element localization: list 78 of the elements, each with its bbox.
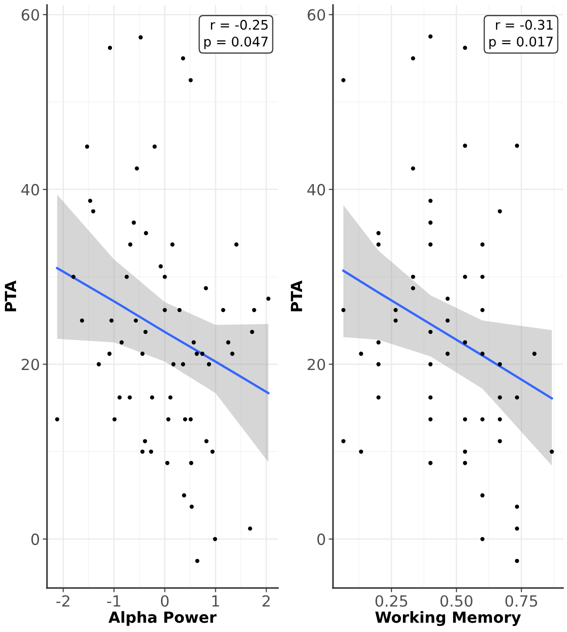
y-tick-label: 40 <box>307 184 326 196</box>
point <box>341 78 346 82</box>
point <box>428 362 433 366</box>
point <box>498 209 502 214</box>
point <box>480 493 485 498</box>
point <box>514 558 520 563</box>
point <box>394 318 398 323</box>
y-tick-label: 60 <box>22 9 40 21</box>
point <box>480 417 485 422</box>
x-tick-label: 0.25 <box>375 595 408 607</box>
y-tick-label: 20 <box>308 358 326 370</box>
point <box>446 296 450 301</box>
point <box>428 220 433 225</box>
x-tick-label: 0 <box>160 595 169 607</box>
x-tick-label: 0.75 <box>505 595 538 607</box>
y-tick-label: 40 <box>21 184 40 196</box>
point <box>514 504 520 509</box>
point <box>376 395 381 400</box>
point <box>394 308 398 312</box>
point <box>550 450 554 454</box>
point <box>532 352 536 356</box>
point <box>376 362 381 366</box>
point <box>410 286 416 290</box>
y-axis-title: PTA <box>290 280 302 312</box>
point <box>498 395 502 400</box>
point <box>462 46 468 50</box>
point <box>462 340 468 344</box>
point <box>498 362 502 366</box>
point <box>462 274 468 279</box>
point <box>446 352 450 356</box>
y-axis-title: PTA <box>4 280 16 312</box>
y-tick-label: 0 <box>317 534 326 546</box>
point <box>446 318 450 323</box>
y-tick-label: 0 <box>31 534 40 546</box>
point <box>462 144 468 148</box>
x-axis-title: Working Memory <box>375 611 521 626</box>
point <box>428 395 433 400</box>
x-tick-label: 2 <box>262 595 270 607</box>
point <box>514 144 520 148</box>
x-tick-label: -1 <box>107 595 120 607</box>
point <box>410 274 416 279</box>
point <box>376 340 381 344</box>
annotation: r = -0.25 p = 0.047 <box>204 20 268 50</box>
line-series <box>342 270 553 400</box>
point <box>428 198 433 203</box>
point <box>428 417 433 422</box>
point <box>410 56 416 60</box>
annotation: r = -0.31 p = 0.017 <box>489 20 553 50</box>
point <box>358 352 364 356</box>
point <box>480 536 485 542</box>
point <box>341 439 346 444</box>
point <box>480 308 485 312</box>
y-tick-label: 20 <box>22 358 40 370</box>
point <box>462 417 468 422</box>
point <box>376 231 381 236</box>
point <box>428 242 433 247</box>
point <box>341 308 346 312</box>
line-series <box>56 266 270 394</box>
point <box>428 330 433 334</box>
point <box>498 417 502 422</box>
point <box>498 439 502 444</box>
point <box>480 274 485 279</box>
x-axis-title: Alpha Power <box>108 611 217 626</box>
point <box>480 352 485 356</box>
point <box>428 34 433 39</box>
x-tick-label: 0.50 <box>440 595 472 607</box>
point <box>514 395 520 400</box>
point <box>376 242 381 247</box>
x-tick-label: 1 <box>212 595 220 607</box>
y-tick-label: 60 <box>308 9 326 21</box>
point <box>358 450 364 454</box>
point <box>428 460 433 466</box>
x-tick-label: -2 <box>56 595 70 607</box>
point <box>410 166 416 171</box>
point <box>480 242 485 247</box>
point <box>462 460 468 466</box>
point <box>462 450 468 454</box>
point <box>514 526 520 531</box>
